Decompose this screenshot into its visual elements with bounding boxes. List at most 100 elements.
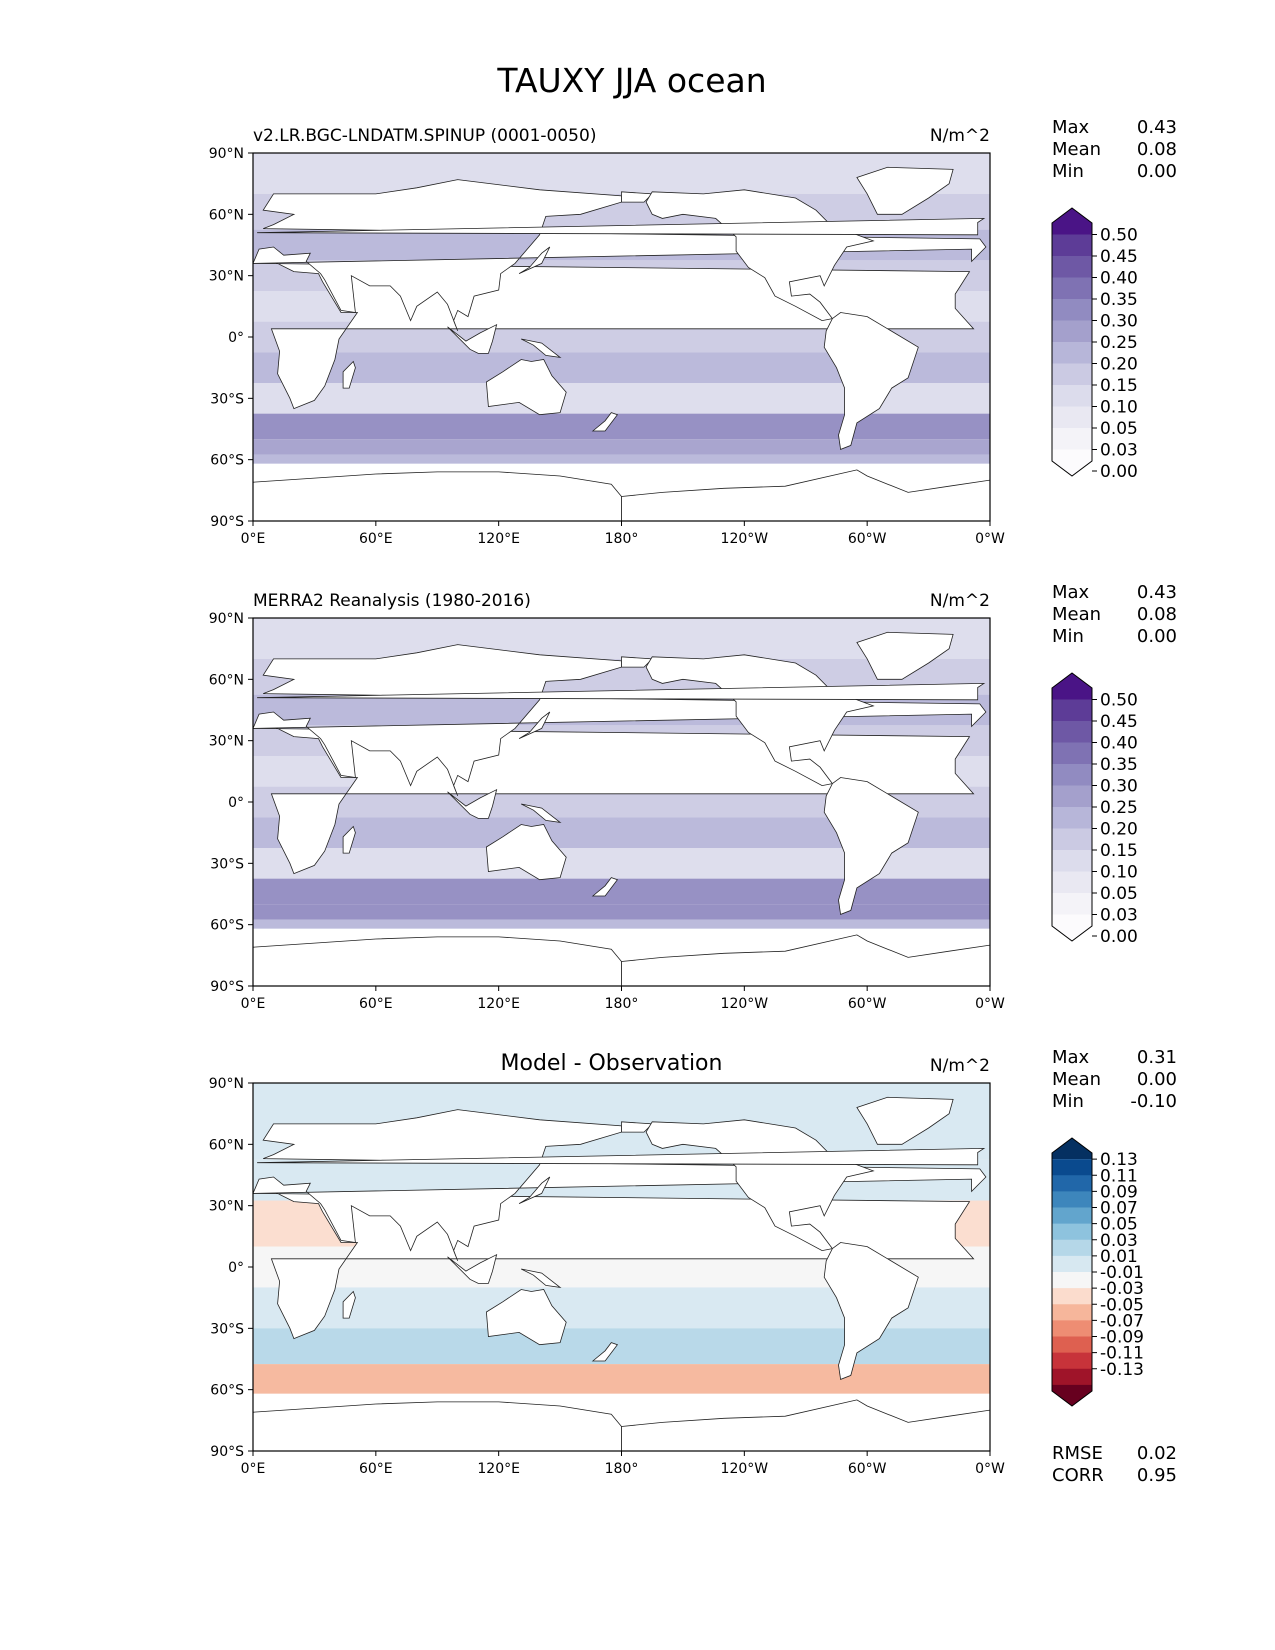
continent-outline	[342, 360, 356, 389]
metric-value: 0.02	[1137, 1443, 1177, 1464]
x-tick-label: 0°W	[975, 1461, 1005, 1477]
field-band	[253, 904, 990, 920]
colorbar-label: 0.20	[1100, 820, 1138, 840]
colorbar-label: -0.11	[1100, 1344, 1144, 1364]
panel-center-title: Model - Observation	[501, 1051, 723, 1076]
metric-label: CORR	[1052, 1465, 1104, 1486]
panel-units: N/m^2	[930, 591, 990, 611]
colorbar-label: 0.15	[1100, 376, 1138, 396]
colorbar-segment	[1052, 1223, 1092, 1241]
colorbar-label: 0.05	[1100, 419, 1138, 439]
colorbar-label: 0.45	[1100, 247, 1138, 267]
colorbar-extend-top	[1052, 208, 1092, 235]
colorbar-label: 0.10	[1100, 863, 1138, 883]
field-band	[253, 413, 990, 440]
x-tick-label: 60°W	[848, 1461, 887, 1477]
colorbar-segment	[1052, 1368, 1092, 1386]
colorbar-segment	[1052, 406, 1092, 429]
colorbar-label: 0.40	[1100, 734, 1138, 754]
colorbar-label: 0.00	[1100, 927, 1138, 947]
colorbar-label: 0.30	[1100, 777, 1138, 797]
colorbar-label: -0.05	[1100, 1295, 1144, 1315]
y-tick-label: 90°S	[210, 979, 244, 995]
stat-value: 0.43	[1137, 582, 1177, 603]
colorbar-label: 0.01	[1100, 1247, 1138, 1267]
x-tick-label: 0°E	[241, 531, 266, 547]
continent-outline	[856, 166, 954, 215]
colorbar-outline	[1051, 207, 1093, 477]
colorbar-segment	[1052, 1239, 1092, 1257]
field-band	[253, 439, 990, 455]
colorbar-label: 0.11	[1100, 1166, 1138, 1186]
colorbar-segment	[1052, 1255, 1092, 1273]
continent-outline	[518, 1176, 551, 1204]
colorbar: 0.500.450.400.350.300.250.200.150.100.05…	[1051, 207, 1138, 482]
colorbar-segment	[1052, 871, 1092, 894]
colorbar-segment	[1052, 277, 1092, 300]
x-tick-label: 180°	[605, 531, 639, 547]
continent-outline	[521, 803, 562, 824]
continent-outline	[823, 777, 919, 915]
colorbar-label: 0.03	[1100, 906, 1138, 926]
field-layer	[253, 618, 990, 986]
field-layer	[253, 1083, 990, 1451]
colorbar-segment	[1052, 785, 1092, 808]
colorbar-label: -0.09	[1100, 1328, 1144, 1348]
y-tick-label: 60°S	[210, 918, 244, 934]
stat-label: Min	[1052, 1091, 1084, 1112]
colorbar-outline	[1051, 1137, 1093, 1407]
colorbar-segment	[1052, 1272, 1092, 1289]
continent-outline	[253, 936, 622, 986]
colorbar-segment	[1052, 699, 1092, 722]
x-tick-label: 120°E	[477, 531, 520, 547]
y-tick-label: 90°S	[210, 514, 244, 530]
y-tick-label: 90°N	[209, 611, 244, 627]
colorbar-extend-top	[1052, 1138, 1092, 1160]
colorbar-segment	[1052, 363, 1092, 386]
colorbar-label: -0.13	[1100, 1360, 1144, 1380]
x-tick-label: 60°W	[848, 531, 887, 547]
metric-label: RMSE	[1052, 1443, 1103, 1464]
x-tick-label: 0°E	[241, 996, 266, 1012]
y-tick-label: 0°	[228, 330, 244, 346]
colorbar-outline	[1051, 672, 1093, 942]
x-tick-label: 0°E	[241, 1461, 266, 1477]
colorbar-segment	[1052, 721, 1092, 743]
continent-outline	[823, 312, 919, 450]
map-panel-observation: 90°N 60°N 30°N 0° 30°S 60°S 90°S0°E 60°E 120°E 18…	[209, 582, 1177, 1012]
stat-label: Max	[1052, 582, 1090, 603]
continent-outline	[518, 711, 551, 739]
colorbar-label: -0.07	[1100, 1311, 1144, 1331]
colorbar-segment	[1052, 428, 1092, 450]
stat-value: -0.10	[1130, 1091, 1177, 1112]
colorbar-extend-bottom	[1052, 1384, 1092, 1406]
x-tick-label: 120°W	[721, 531, 769, 547]
continent-outline	[485, 1289, 567, 1346]
colorbar-segment	[1052, 807, 1092, 829]
continent-outline	[823, 1242, 919, 1380]
stat-value: 0.00	[1137, 1069, 1177, 1090]
continent-outline	[591, 412, 619, 432]
colorbar-label: 0.00	[1100, 462, 1138, 482]
continent-outline	[253, 1401, 622, 1451]
map-panel-model: 90°N 60°N 30°N 0° 30°S 60°S 90°S0°E 60°E 120°E 18…	[209, 117, 1177, 547]
x-tick-label: 60°E	[359, 531, 393, 547]
colorbar-label: 0.35	[1100, 755, 1138, 775]
colorbar-segment	[1052, 234, 1092, 257]
panel-units: N/m^2	[930, 1056, 990, 1076]
continent-outline	[518, 246, 551, 274]
colorbar-label: 0.45	[1100, 712, 1138, 732]
stat-label: Mean	[1052, 1069, 1101, 1090]
colorbar-label: 0.40	[1100, 269, 1138, 289]
continent-outline	[342, 825, 356, 854]
x-tick-label: 120°E	[477, 996, 520, 1012]
stat-value: 0.08	[1137, 604, 1177, 625]
continent-outline	[257, 1147, 986, 1166]
field-band	[253, 1364, 990, 1394]
stat-label: Max	[1052, 1047, 1090, 1068]
field-layer	[253, 153, 990, 521]
colorbar-extend-bottom	[1052, 914, 1092, 941]
colorbar: 0.500.450.400.350.300.250.200.150.100.05…	[1051, 672, 1138, 947]
continent-outline	[253, 179, 987, 332]
continent-outline	[621, 934, 990, 986]
